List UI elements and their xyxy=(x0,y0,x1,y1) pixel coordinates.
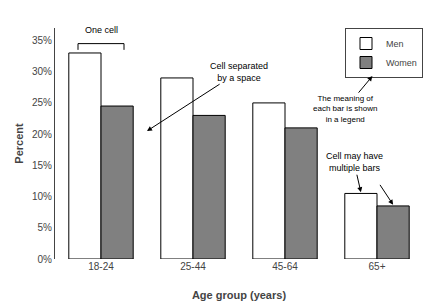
svg-text:Men: Men xyxy=(386,39,404,49)
svg-text:35%: 35% xyxy=(32,35,52,46)
svg-text:20%: 20% xyxy=(32,129,52,140)
svg-text:65+: 65+ xyxy=(369,261,386,272)
svg-text:Percent: Percent xyxy=(13,123,25,164)
svg-text:18-24: 18-24 xyxy=(88,261,114,272)
svg-text:45-64: 45-64 xyxy=(272,261,298,272)
svg-text:5%: 5% xyxy=(38,222,53,233)
svg-text:Age group (years): Age group (years) xyxy=(192,289,286,301)
svg-text:Cell may havemultiple bars: Cell may havemultiple bars xyxy=(326,151,383,173)
svg-text:15%: 15% xyxy=(32,160,52,171)
svg-text:The meaning ofeach bar is show: The meaning ofeach bar is shownin a lege… xyxy=(313,94,377,124)
svg-text:30%: 30% xyxy=(32,66,52,77)
svg-text:0%: 0% xyxy=(38,254,53,265)
svg-text:25-44: 25-44 xyxy=(180,261,206,272)
svg-text:Women: Women xyxy=(386,58,417,68)
svg-text:10%: 10% xyxy=(32,191,52,202)
svg-text:One cell: One cell xyxy=(85,25,118,35)
svg-text:Cell separatedby a space: Cell separatedby a space xyxy=(210,61,268,83)
svg-text:25%: 25% xyxy=(32,97,52,108)
